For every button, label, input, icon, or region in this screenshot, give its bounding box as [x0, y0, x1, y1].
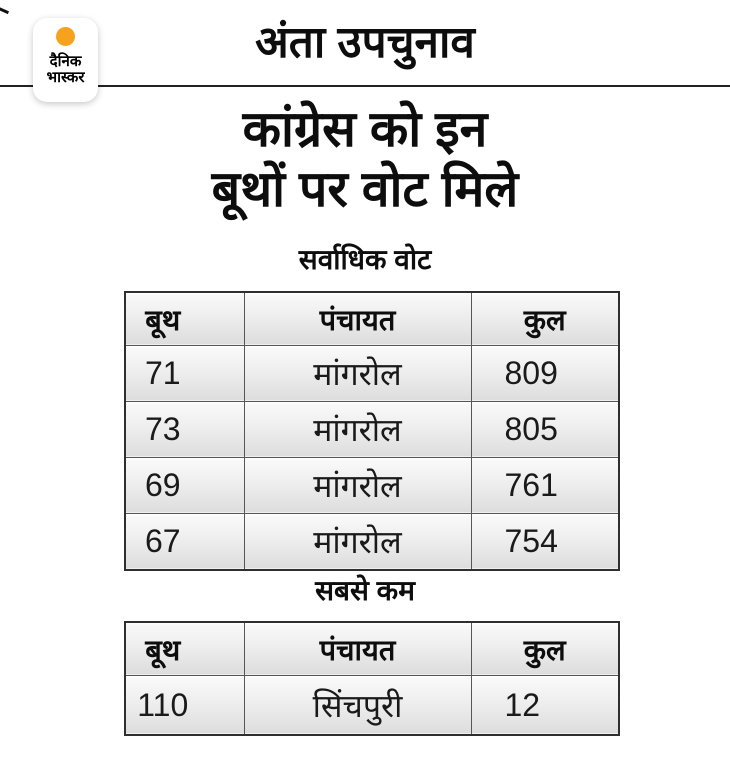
main-title-line2: बूथों पर वोट मिले [211, 161, 519, 217]
table-header-row: बूथ पंचायत कुल [124, 621, 620, 676]
column-header-total: कुल [470, 621, 620, 676]
table-row: 73 मांगरोल 805 [124, 401, 620, 458]
table-header-row: बूथ पंचायत कुल [124, 291, 620, 346]
column-header-panchayat: पंचायत [243, 621, 472, 676]
column-header-total: कुल [470, 291, 620, 346]
logo-text-line1: दैनिक [49, 53, 82, 70]
total-cell: 761 [470, 457, 620, 514]
section-title-lowest-votes: सबसे कम [315, 575, 415, 606]
panchayat-cell: सिंचपुरी [243, 675, 472, 736]
panchayat-cell: मांगरोल [243, 345, 472, 402]
column-header-booth: बूथ [124, 291, 245, 346]
column-header-panchayat: पंचायत [243, 291, 472, 346]
total-cell: 809 [470, 345, 620, 402]
panchayat-cell: मांगरोल [243, 457, 472, 514]
booth-cell: 110 [124, 675, 245, 736]
table-row: 71 मांगरोल 809 [124, 345, 620, 402]
main-title: कांग्रेस को इन बूथों पर वोट मिले [0, 99, 730, 219]
corner-tick-mark [0, 6, 10, 14]
header-divider-line [0, 85, 730, 87]
section-title-highest-votes: सर्वाधिक वोट [298, 244, 432, 275]
highest-votes-table: बूथ पंचायत कुल 71 मांगरोल 809 73 मांगरोल… [124, 291, 620, 571]
column-header-booth: बूथ [124, 621, 245, 676]
logo-text: दैनिक भास्कर [47, 54, 85, 86]
main-title-line1: कांग्रेस को इन [242, 101, 488, 157]
table-row: 110 सिंचपुरी 12 [124, 675, 620, 736]
table-row: 67 मांगरोल 754 [124, 513, 620, 571]
dainik-bhaskar-logo: दैनिक भास्कर [33, 18, 98, 102]
total-cell: 12 [470, 675, 620, 736]
total-cell: 754 [470, 513, 620, 571]
panchayat-cell: मांगरोल [243, 401, 472, 458]
booth-cell: 69 [124, 457, 245, 514]
booth-cell: 67 [124, 513, 245, 571]
sun-dot-icon [56, 27, 75, 46]
panchayat-cell: मांगरोल [243, 513, 472, 571]
table-row: 69 मांगरोल 761 [124, 457, 620, 514]
booth-cell: 73 [124, 401, 245, 458]
lowest-votes-table: बूथ पंचायत कुल 110 सिंचपुरी 12 [124, 621, 620, 736]
kicker-title: अंता उपचुनाव [255, 18, 475, 67]
total-cell: 805 [470, 401, 620, 458]
logo-text-line2: भास्कर [46, 69, 85, 86]
booth-cell: 71 [124, 345, 245, 402]
